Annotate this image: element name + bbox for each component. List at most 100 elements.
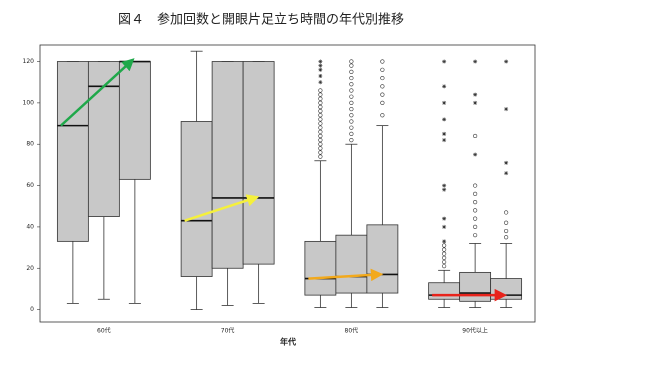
outlier <box>349 113 354 118</box>
y-tick-label: 60 <box>26 182 34 189</box>
extreme <box>473 100 478 105</box>
extreme <box>442 131 447 136</box>
box <box>459 271 492 302</box>
outlier <box>318 113 323 118</box>
outlier <box>473 233 478 238</box>
outlier <box>504 228 509 234</box>
extreme <box>473 92 478 97</box>
outlier <box>349 119 354 124</box>
outlier <box>318 121 323 126</box>
extreme <box>442 84 447 89</box>
trend-arrow <box>184 194 260 222</box>
x-axis-label: 年代 <box>280 337 296 347</box>
outlier <box>380 100 385 105</box>
outlier <box>318 137 323 143</box>
outlier <box>504 235 509 240</box>
outlier <box>318 133 323 139</box>
outlier <box>473 200 478 205</box>
extreme <box>318 80 323 85</box>
outlier <box>473 208 478 213</box>
chart-title: 図４ 参加回数と開眼片足立ち時間の年代別推移 <box>118 12 404 28</box>
outlier <box>473 224 478 230</box>
outlier <box>349 106 354 112</box>
outlier <box>318 109 323 114</box>
box <box>180 121 213 277</box>
outlier <box>349 59 354 64</box>
outlier <box>318 125 323 130</box>
outlier <box>318 129 323 134</box>
x-tick-label: 90代以上 <box>462 327 488 335</box>
outlier <box>442 247 447 252</box>
outlier <box>349 137 354 143</box>
extreme <box>318 63 323 68</box>
outlier <box>318 142 323 147</box>
outlier <box>349 82 354 87</box>
extreme <box>442 239 447 244</box>
outlier <box>442 264 447 269</box>
outlier <box>318 150 323 155</box>
box <box>428 282 461 300</box>
outlier <box>473 183 478 188</box>
outlier <box>318 104 323 110</box>
outlier <box>380 92 385 97</box>
outlier <box>442 259 447 265</box>
extreme <box>442 183 447 188</box>
outlier <box>318 100 323 105</box>
extreme <box>442 187 447 192</box>
trend-arrow <box>60 58 135 127</box>
outlier <box>442 243 447 248</box>
outlier <box>318 146 323 151</box>
outlier <box>349 69 354 74</box>
outlier <box>380 84 385 89</box>
extreme <box>318 67 323 72</box>
outlier <box>318 154 323 159</box>
outlier <box>349 75 354 81</box>
outlier <box>318 117 323 122</box>
outlier <box>473 133 478 139</box>
extreme <box>442 216 447 221</box>
y-tick-label: 40 <box>26 223 34 230</box>
y-tick-label: 20 <box>26 265 34 272</box>
y-tick-label: 80 <box>26 141 34 148</box>
extreme <box>318 59 323 64</box>
extreme <box>442 117 447 122</box>
extreme <box>473 152 478 157</box>
y-tick-label: 100 <box>23 99 35 106</box>
outlier <box>318 92 323 97</box>
outlier <box>349 100 354 105</box>
extreme <box>504 59 509 64</box>
box <box>56 61 89 242</box>
outlier <box>318 96 323 101</box>
outlier <box>349 125 354 130</box>
outlier <box>473 191 478 196</box>
extreme <box>504 107 509 112</box>
x-tick-label: 70代 <box>221 327 235 335</box>
extreme <box>318 74 323 79</box>
extreme <box>504 171 509 176</box>
outlier <box>349 63 354 68</box>
outlier <box>442 255 447 261</box>
extreme <box>473 59 478 64</box>
extreme <box>504 160 509 165</box>
x-tick-label: 60代 <box>97 327 111 335</box>
box <box>335 234 368 294</box>
extreme <box>442 224 447 229</box>
extreme <box>442 59 447 64</box>
outlier <box>473 216 478 221</box>
outlier <box>349 94 354 99</box>
y-tick-label: 120 <box>23 58 35 65</box>
box <box>366 224 399 294</box>
outlier <box>380 67 385 72</box>
outlier <box>318 88 323 93</box>
trend-arrow <box>308 268 384 282</box>
box <box>118 61 151 180</box>
outlier <box>380 113 385 118</box>
box <box>211 61 244 269</box>
outlier <box>380 75 385 81</box>
outlier <box>349 131 354 136</box>
y-tick-label: 0 <box>30 306 34 313</box>
outlier <box>504 220 509 225</box>
extreme <box>442 100 447 105</box>
outlier <box>442 251 447 256</box>
